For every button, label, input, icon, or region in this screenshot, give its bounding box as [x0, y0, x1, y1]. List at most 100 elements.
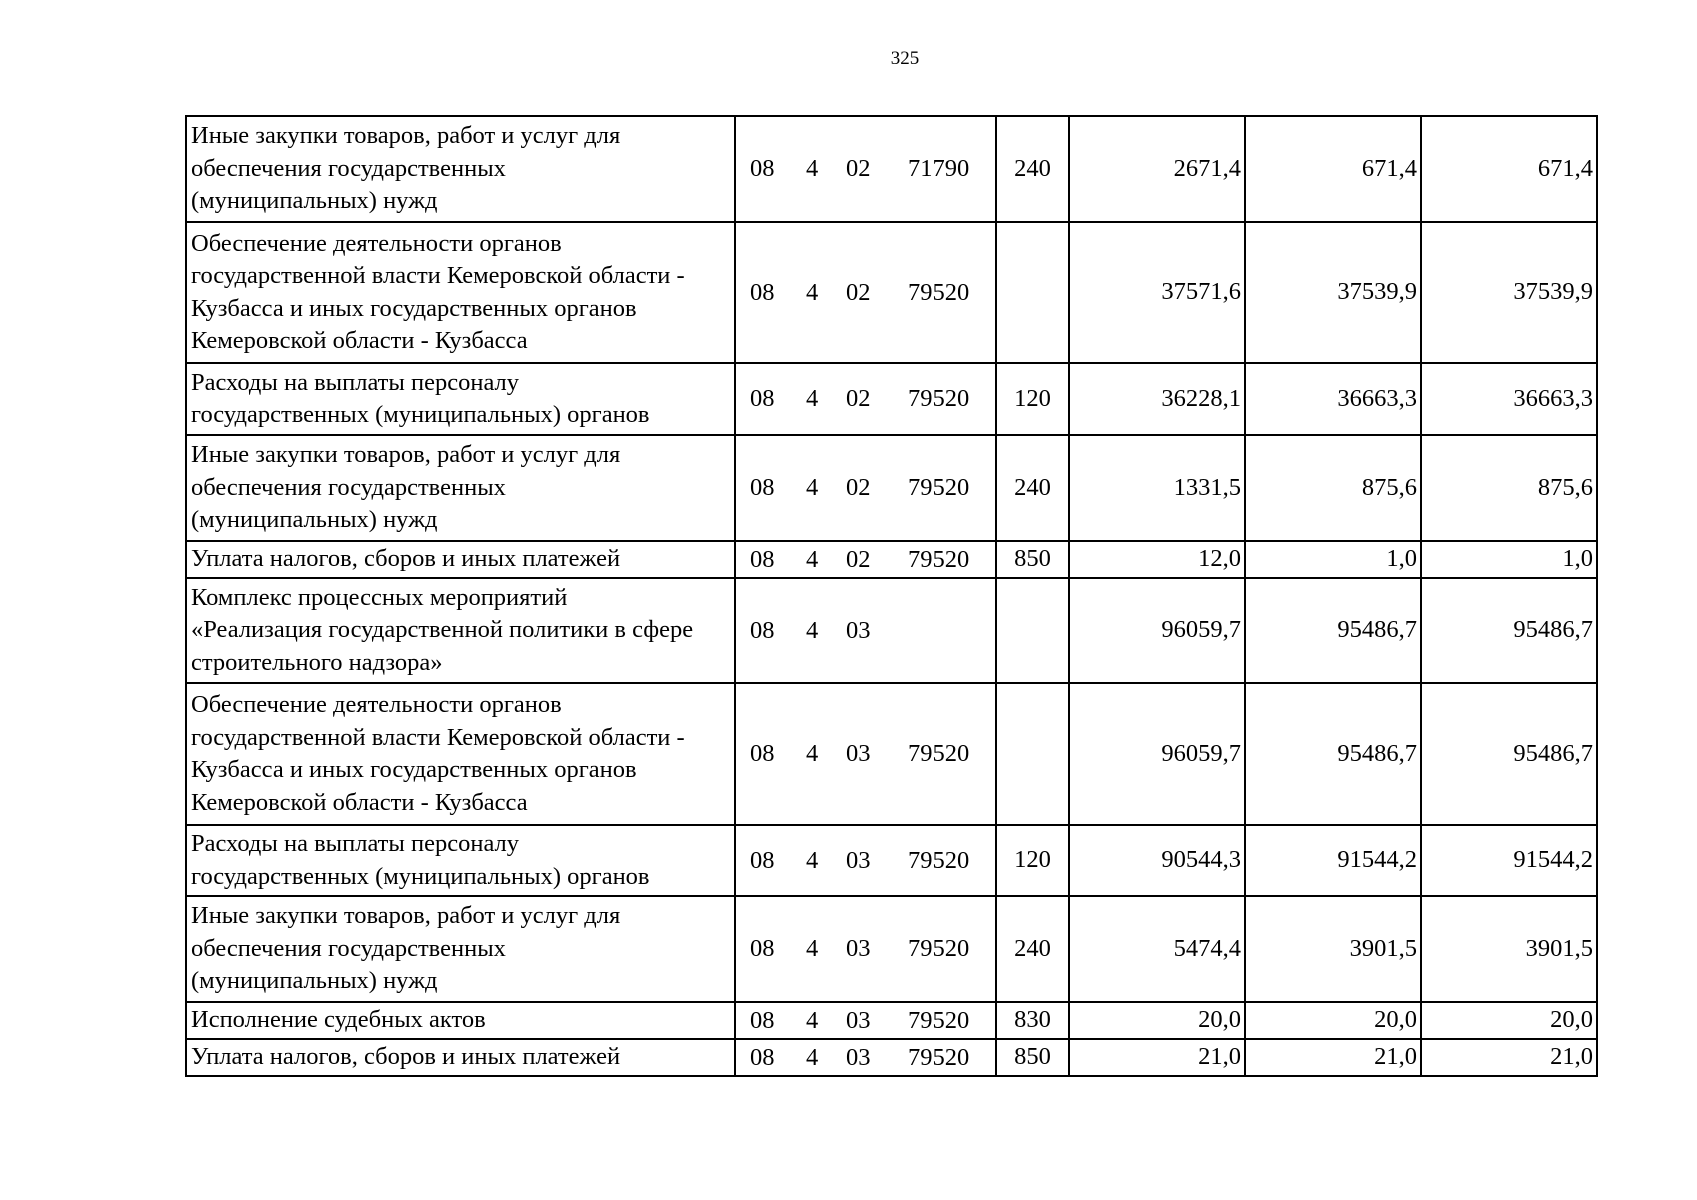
subprogram-code: 03 — [846, 739, 871, 767]
name-line: Расходы на выплаты персоналу — [191, 830, 520, 857]
subprogram-code: 02 — [846, 278, 871, 306]
section-code: 08 — [750, 846, 775, 874]
program-code: 4 — [806, 616, 819, 644]
direction-code: 79520 — [908, 278, 970, 306]
classification-code: 08 4 02 79520 — [734, 434, 997, 542]
classification-code: 08 4 02 79520 — [734, 362, 997, 436]
subprogram-code: 03 — [846, 616, 871, 644]
amount-year-2: 20,0 — [1244, 1001, 1422, 1040]
amount-year-3: 21,0 — [1420, 1038, 1598, 1077]
expense-type-code: 120 — [995, 824, 1070, 897]
expense-type-code: 120 — [995, 362, 1070, 436]
name-line: Комплекс процессных мероприятий — [191, 583, 568, 611]
name-line: Исполнение судебных актов — [191, 1006, 486, 1034]
amount-year-2: 875,6 — [1244, 434, 1422, 542]
amount-year-2: 37539,9 — [1244, 221, 1422, 364]
amount-year-3: 37539,9 — [1420, 221, 1598, 364]
expense-type-code: 850 — [995, 540, 1070, 579]
program-code: 4 — [806, 846, 819, 874]
amount-year-1: 96059,7 — [1068, 682, 1246, 826]
budget-table: Иные закупки товаров, работ и услуг для о… — [185, 115, 1598, 1077]
subprogram-code: 02 — [846, 473, 871, 501]
table-row: Иные закупки товаров, работ и услуг для о… — [185, 434, 1598, 542]
amount-year-3: 1,0 — [1420, 540, 1598, 579]
subprogram-code: 02 — [846, 154, 871, 182]
program-code: 4 — [806, 739, 819, 767]
amount-year-2: 3901,5 — [1244, 895, 1422, 1003]
item-name: Уплата налогов, сборов и иных платежей — [185, 1038, 736, 1077]
expense-type-code: 830 — [995, 1001, 1070, 1040]
expense-type-code — [995, 682, 1070, 826]
name-line: Кемеровской области - Кузбасса — [191, 327, 528, 354]
subprogram-code: 03 — [846, 1043, 871, 1071]
table-row: Исполнение судебных актов 08 4 03 79520 830 20… — [185, 1001, 1598, 1040]
name-line: обеспечения государственных — [191, 473, 506, 501]
name-line: государственных (муниципальных) органов — [191, 862, 650, 890]
name-line: Иные закупки товаров, работ и услуг для — [191, 122, 621, 150]
page-number: 325 — [890, 48, 920, 69]
amount-year-3: 36663,3 — [1420, 362, 1598, 436]
section-code: 08 — [750, 545, 775, 573]
table-row: Расходы на выплаты персоналу государствен… — [185, 362, 1598, 436]
amount-year-2: 671,4 — [1244, 115, 1422, 223]
section-code: 08 — [750, 1043, 775, 1071]
direction-code: 79520 — [908, 545, 970, 573]
table-row: Расходы на выплаты персоналу государствен… — [185, 824, 1598, 897]
amount-year-1: 12,0 — [1068, 540, 1246, 579]
name-line: Обеспечение деятельности органов — [191, 229, 562, 257]
name-line: Кемеровской области - Кузбасса — [191, 788, 528, 816]
amount-year-1: 21,0 — [1068, 1038, 1246, 1077]
direction-code: 79520 — [908, 739, 970, 767]
item-name: Расходы на выплаты персоналу государствен… — [185, 362, 736, 436]
amount-year-2: 91544,2 — [1244, 824, 1422, 897]
item-name: Расходы на выплаты персоналу государствен… — [185, 824, 736, 897]
expense-type-code: 240 — [995, 115, 1070, 223]
name-line: (муниципальных) нужд — [191, 187, 438, 215]
amount-year-2: 21,0 — [1244, 1038, 1422, 1077]
classification-code: 08 4 02 79520 — [734, 221, 997, 364]
amount-year-1: 1331,5 — [1068, 434, 1246, 542]
name-line: (муниципальных) нужд — [191, 967, 438, 995]
direction-code: 79520 — [908, 1006, 970, 1034]
name-line: строительного надзора» — [191, 648, 443, 676]
name-line: обеспечения государственных — [191, 934, 506, 962]
item-name: Иные закупки товаров, работ и услуг для о… — [185, 434, 736, 542]
expense-type-code: 850 — [995, 1038, 1070, 1077]
program-code: 4 — [806, 384, 819, 412]
direction-code: 79520 — [908, 934, 970, 962]
program-code: 4 — [806, 545, 819, 573]
amount-year-2: 95486,7 — [1244, 577, 1422, 684]
expense-type-code — [995, 577, 1070, 684]
item-name: Обеспечение деятельности органов государс… — [185, 682, 736, 826]
name-line: Иные закупки товаров, работ и услуг для — [191, 441, 621, 469]
item-name: Уплата налогов, сборов и иных платежей — [185, 540, 736, 579]
name-line: Уплата налогов, сборов и иных платежей — [191, 1043, 621, 1071]
direction-code: 79520 — [908, 384, 970, 412]
amount-year-3: 91544,2 — [1420, 824, 1598, 897]
section-code: 08 — [750, 278, 775, 306]
item-name: Комплекс процессных мероприятий «Реализац… — [185, 577, 736, 684]
name-line: Уплата налогов, сборов и иных платежей — [191, 545, 621, 573]
name-line: Кузбасса и иных государственных органов — [191, 756, 637, 783]
table-row: Иные закупки товаров, работ и услуг для о… — [185, 895, 1598, 1003]
name-line: государственных (муниципальных) органов — [191, 401, 650, 428]
expense-type-code — [995, 221, 1070, 364]
item-name: Обеспечение деятельности органов государс… — [185, 221, 736, 364]
name-line: обеспечения государственных — [191, 154, 506, 182]
amount-year-1: 20,0 — [1068, 1001, 1246, 1040]
classification-code: 08 4 03 79520 — [734, 1038, 997, 1077]
subprogram-code: 03 — [846, 846, 871, 874]
table-row: Обеспечение деятельности органов государс… — [185, 221, 1598, 364]
table-row: Обеспечение деятельности органов государс… — [185, 682, 1598, 826]
amount-year-1: 96059,7 — [1068, 577, 1246, 684]
subprogram-code: 03 — [846, 934, 871, 962]
amount-year-2: 1,0 — [1244, 540, 1422, 579]
amount-year-3: 20,0 — [1420, 1001, 1598, 1040]
name-line: государственной власти Кемеровской облас… — [191, 262, 685, 289]
section-code: 08 — [750, 473, 775, 501]
program-code: 4 — [806, 154, 819, 182]
expense-type-code: 240 — [995, 434, 1070, 542]
classification-code: 08 4 03 79520 — [734, 824, 997, 897]
amount-year-3: 671,4 — [1420, 115, 1598, 223]
name-line: Обеспечение деятельности органов — [191, 691, 562, 718]
